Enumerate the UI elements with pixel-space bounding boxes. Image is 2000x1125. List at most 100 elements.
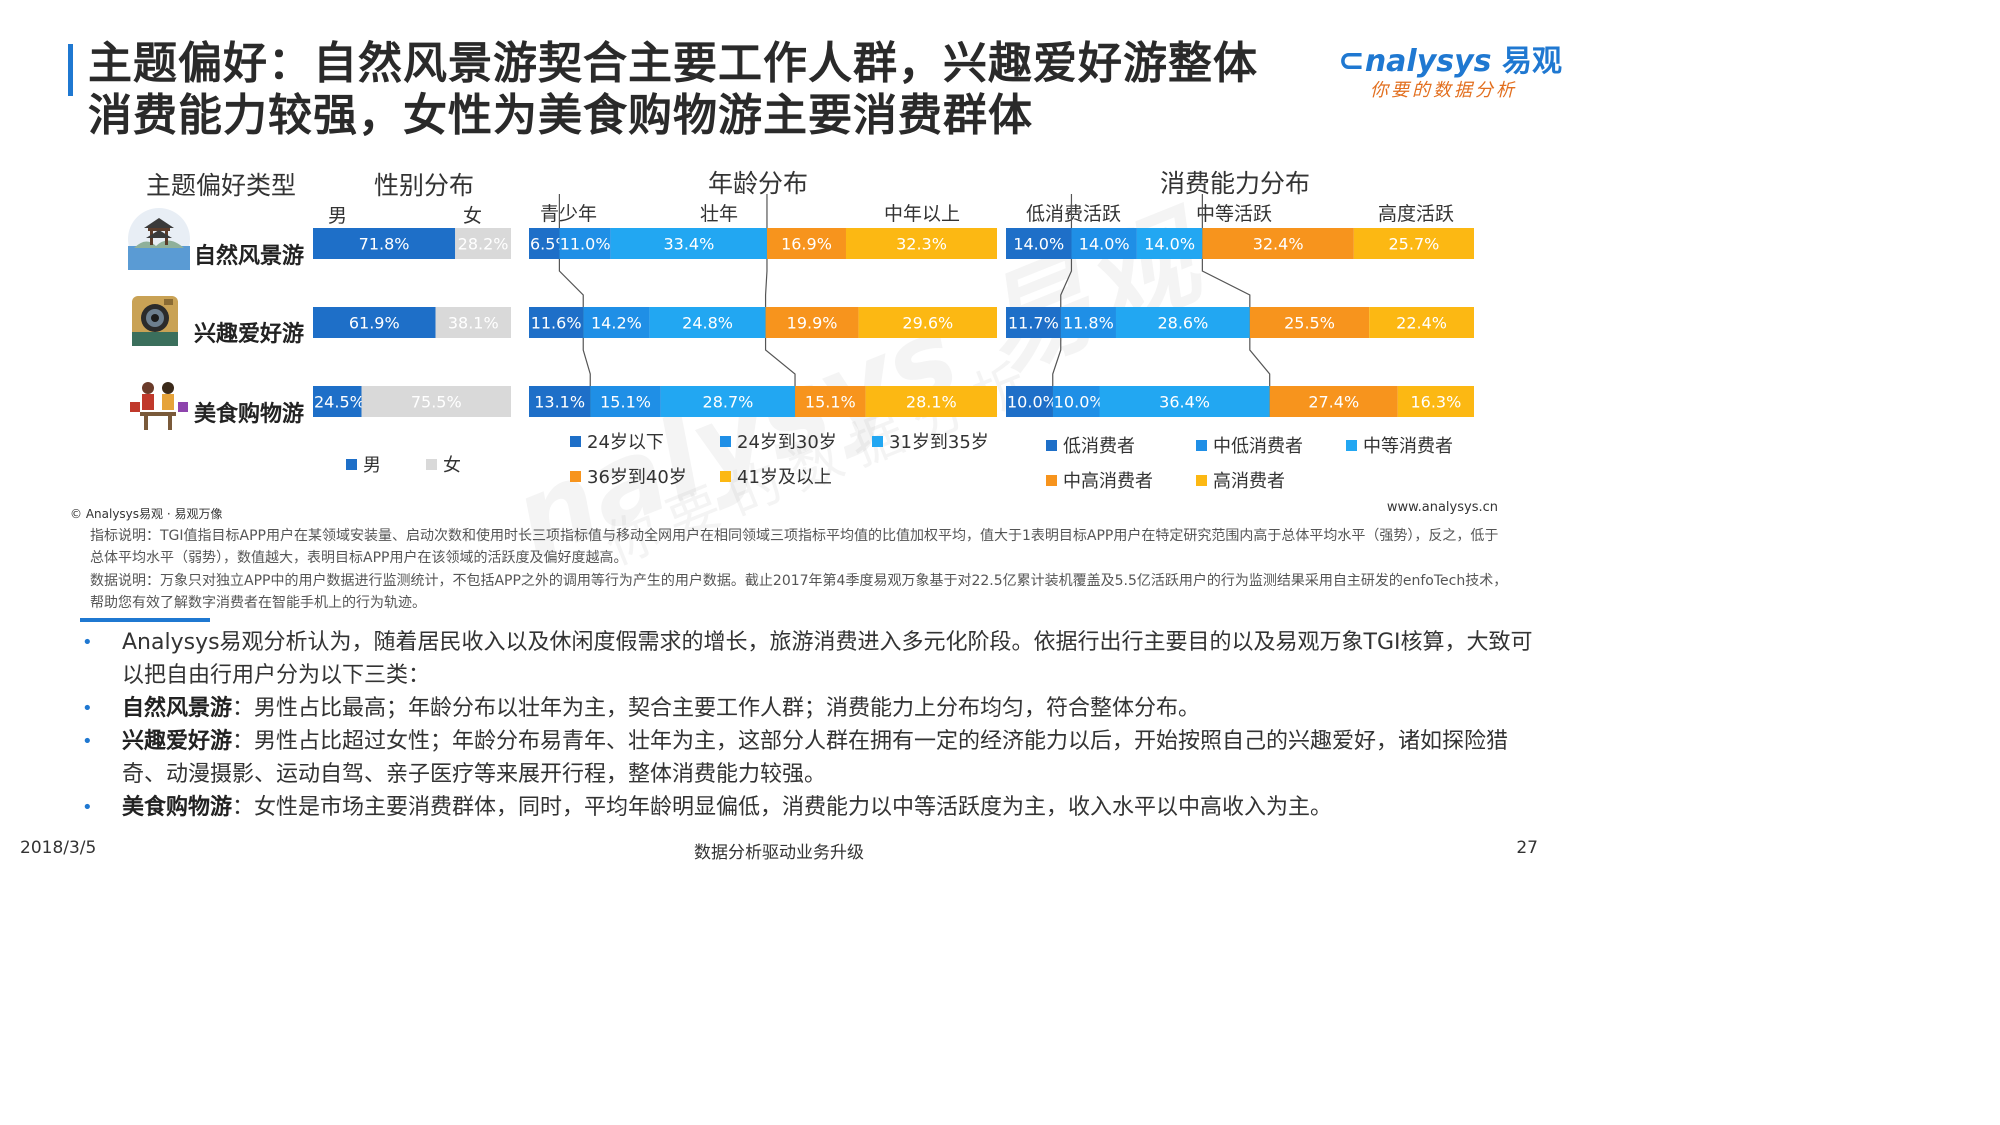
gender-bar-r2-s0 bbox=[313, 386, 362, 417]
spend-label-r1-s2: 28.6% bbox=[1157, 314, 1208, 333]
subheader-low-active: 低消费活跃 bbox=[1026, 203, 1122, 225]
bullet-intro: • Analysys易观分析认为，随着居民收入以及休闲度假需求的增长，旅游消费进… bbox=[82, 626, 1542, 692]
legend-item-spend-midlow: 中低消费者 bbox=[1196, 432, 1303, 458]
age-label-r2-s3: 15.1% bbox=[805, 393, 856, 412]
bullet-hobby-title: 兴趣爱好游 bbox=[122, 729, 233, 754]
page-date: 2018/3/5 bbox=[20, 838, 97, 858]
age-bar-r2-s0 bbox=[529, 386, 591, 417]
title-line-2: 消费能力较强，女性为美食购物游主要消费群体 bbox=[88, 90, 1033, 141]
pavilion-icon bbox=[126, 206, 192, 272]
legend-item-age-31-35: 31岁到35岁 bbox=[872, 428, 989, 454]
legend-swatch-female bbox=[426, 458, 437, 470]
legend-swatch-spend-midlow bbox=[1196, 439, 1207, 451]
gender-bar-r2-s1 bbox=[361, 386, 511, 417]
legend-label-age-24-30: 24岁到30岁 bbox=[737, 432, 837, 453]
age-bar-r2-s4 bbox=[865, 386, 997, 417]
legend-label-female: 女 bbox=[443, 455, 461, 476]
spend-label-r2-s1: 10.0% bbox=[1054, 393, 1105, 412]
legend-swatch-male bbox=[346, 458, 357, 470]
subheader-prime: 壮年 bbox=[700, 203, 739, 225]
analysis-bullets: • Analysys易观分析认为，随着居民收入以及休闲度假需求的增长，旅游消费进… bbox=[82, 626, 1542, 824]
age-bar-r0-s1 bbox=[559, 228, 611, 259]
age-label-r2-s2: 28.7% bbox=[703, 393, 754, 412]
legend-label-age-36-40: 36岁到40岁 bbox=[587, 467, 687, 488]
legend-item-male: 男 bbox=[346, 451, 381, 477]
stacked-bar-charts: 71.8% 28.2%61.9% 38.1%24.5% 75.5%6.5%11.0% 3… bbox=[313, 194, 1474, 417]
spend-label-r1-s3: 25.5% bbox=[1284, 314, 1335, 333]
legend-item-spend-low: 低消费者 bbox=[1046, 432, 1135, 458]
bullet-dot-icon: • bbox=[82, 632, 93, 653]
age-bar-r1-s1 bbox=[583, 307, 650, 338]
subheader-male: 男 bbox=[328, 205, 348, 227]
logo-swoosh-icon: ⊂ bbox=[1338, 41, 1365, 79]
spend-bar-r1-s2 bbox=[1115, 307, 1250, 338]
subheader-female: 女 bbox=[463, 205, 483, 227]
bullet-food: • 美食购物游：女性是市场主要消费群体，同时，平均年龄明显偏低，消费能力以中等活… bbox=[82, 791, 1542, 824]
age-bar-r0-s3 bbox=[766, 228, 846, 259]
legend-item-age-under24: 24岁以下 bbox=[570, 428, 664, 454]
spend-label-r2-s0: 10.0% bbox=[1007, 393, 1058, 412]
age-bar-r1-s2 bbox=[649, 307, 766, 338]
spend-label-r2-s4: 16.3% bbox=[1410, 393, 1461, 412]
indicator-note: 指标说明：TGI值指目标APP用户在某领域安装量、启动次数和使用时长三项指标值与… bbox=[90, 528, 1499, 566]
gender-label-r1-s1: 38.1% bbox=[448, 314, 499, 333]
gender-label-r0-s0: 71.8% bbox=[359, 235, 410, 254]
bullet-dot-icon: • bbox=[82, 698, 93, 719]
legend-label-age-41plus: 41岁及以上 bbox=[737, 467, 832, 488]
spend-label-r0-s4: 25.7% bbox=[1389, 235, 1440, 254]
page-number: 27 bbox=[1516, 838, 1538, 858]
spend-bar-r1-s4 bbox=[1369, 307, 1474, 338]
spend-label-r0-s2: 14.0% bbox=[1144, 235, 1195, 254]
age-bar-r1-s4 bbox=[858, 307, 997, 338]
data-note: 数据说明：万象只对独立APP中的用户数据进行监测统计，不包括APP之外的调用等行… bbox=[90, 573, 1508, 611]
row-label-nature: 自然风景游 bbox=[194, 244, 305, 269]
site-link[interactable]: www.analysys.cn bbox=[1386, 500, 1498, 515]
age-label-r1-s2: 24.8% bbox=[682, 314, 733, 333]
spend-label-r2-s3: 27.4% bbox=[1308, 393, 1359, 412]
legend-item-spend-mid: 中等消费者 bbox=[1346, 432, 1453, 458]
legend-label-spend-mid: 中等消费者 bbox=[1363, 436, 1453, 457]
legend-swatch-age-41plus bbox=[720, 470, 731, 482]
bullet-hobby-text: ：男性占比超过女性；年龄分布易青年、壮年为主，这部分人群在拥有一定的经济能力以后… bbox=[122, 729, 1509, 787]
subheader-teen: 青少年 bbox=[540, 203, 598, 225]
gender-bar-r1-s0 bbox=[313, 307, 436, 338]
legend-item-age-41plus: 41岁及以上 bbox=[720, 463, 832, 489]
spend-label-r1-s0: 11.7% bbox=[1008, 314, 1059, 333]
gender-label-r2-s0: 24.5% bbox=[314, 393, 365, 412]
legend-swatch-age-24-30 bbox=[720, 435, 731, 447]
bullet-dot-icon: • bbox=[82, 797, 93, 818]
logo-slogan: 你要的数据分析 bbox=[1370, 80, 1517, 101]
header-age: 年龄分布 bbox=[708, 169, 809, 198]
age-bar-r2-s3 bbox=[795, 386, 866, 417]
age-label-r0-s4: 32.3% bbox=[896, 235, 947, 254]
camera-icon bbox=[126, 290, 192, 356]
header-theme-type: 主题偏好类型 bbox=[146, 171, 297, 200]
age-bar-r2-s2 bbox=[660, 386, 796, 417]
title-accent-bar bbox=[68, 44, 73, 96]
age-bar-r1-s0 bbox=[529, 307, 584, 338]
title-line-1: 主题偏好：自然风景游契合主要工作人群，兴趣爱好游整体 bbox=[88, 38, 1258, 89]
legend-swatch-age-31-35 bbox=[872, 435, 883, 447]
legend-item-age-24-30: 24岁到30岁 bbox=[720, 428, 837, 454]
legend-swatch-spend-mid bbox=[1346, 439, 1357, 451]
legend-item-spend-high: 高消费者 bbox=[1196, 467, 1285, 493]
bullet-dot-icon: • bbox=[82, 731, 93, 752]
bullet-nature-text: ：男性占比最高；年龄分布以壮年为主，契合主要工作人群；消费能力上分布均匀，符合整… bbox=[232, 696, 1201, 721]
spend-bar-r2-s4 bbox=[1397, 386, 1474, 417]
age-label-r0-s2: 33.4% bbox=[663, 235, 714, 254]
spend-group-divider-0 bbox=[1052, 194, 1073, 417]
age-label-r1-s1: 14.2% bbox=[591, 314, 642, 333]
row-label-food-shopping: 美食购物游 bbox=[194, 402, 305, 427]
spend-bar-r2-s1 bbox=[1052, 386, 1100, 417]
gender-label-r1-s0: 61.9% bbox=[349, 314, 400, 333]
age-bar-r0-s2 bbox=[610, 228, 767, 259]
gender-label-r2-s1: 75.5% bbox=[411, 393, 462, 412]
analysys-logo: ⊂nalysys 易观 你要的数据分析 bbox=[1338, 36, 1562, 101]
row-label-hobby: 兴趣爱好游 bbox=[194, 322, 305, 347]
spend-bar-r2-s0 bbox=[1006, 386, 1053, 417]
spend-bar-r2-s2 bbox=[1099, 386, 1270, 417]
bullet-food-text: ：女性是市场主要消费群体，同时，平均年龄明显偏低，消费能力以中等活跃度为主，收入… bbox=[232, 795, 1333, 820]
age-label-r0-s3: 16.9% bbox=[781, 235, 832, 254]
subheader-middle-aged: 中年以上 bbox=[884, 203, 961, 225]
spend-label-r1-s4: 22.4% bbox=[1396, 314, 1447, 333]
